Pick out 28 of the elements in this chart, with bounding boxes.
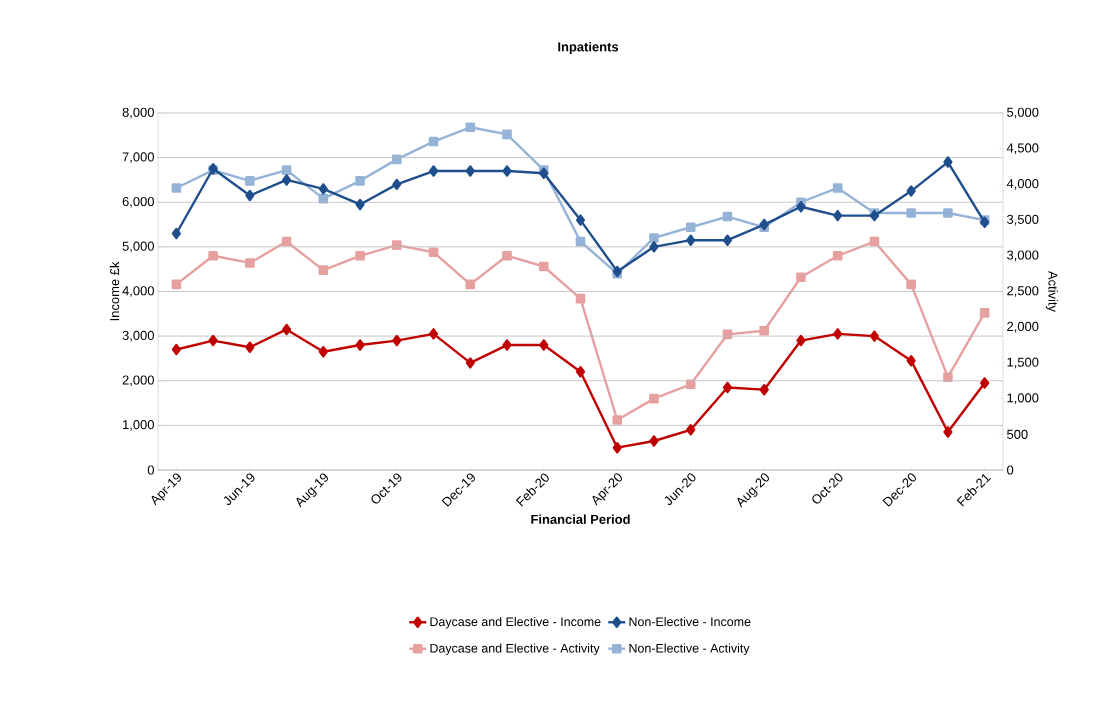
legend-label: Daycase and Elective - Income: [430, 616, 601, 629]
y-tick-label: 3,000: [122, 330, 154, 342]
y2-tick-label: 4,000: [1006, 179, 1039, 190]
y2-tick-label: 5,000: [1007, 107, 1039, 119]
y-tick-label: 4,000: [122, 286, 154, 297]
y2-tick-label: 500: [1007, 429, 1028, 439]
y2-tick-label: 2,500: [1007, 286, 1039, 297]
y-tick-label: 0: [147, 465, 154, 475]
y-tick-label: 7,000: [122, 152, 154, 163]
y-axis-title: Income £k: [109, 261, 120, 321]
y-tick-label: 6,000: [122, 196, 154, 208]
y-tick-label: 8,000: [122, 107, 154, 119]
x-axis-title: Financial Period: [531, 514, 630, 524]
chart-title: Inpatients: [558, 41, 619, 55]
y2-tick-label: 2,000: [1007, 321, 1039, 333]
y2-axis-title: Activity: [1045, 271, 1058, 312]
legend-label: Non-Elective - Activity: [629, 643, 750, 656]
y-tick-label: 2,000: [122, 375, 154, 387]
y-tick-label: 5,000: [122, 241, 154, 253]
y2-tick-label: 1,500: [1007, 357, 1039, 369]
y-tick-label: 1,000: [123, 420, 154, 431]
y2-tick-label: 4,500: [1006, 143, 1039, 155]
legend-label: Daycase and Elective - Activity: [430, 643, 600, 656]
y2-tick-label: 3,000: [1007, 250, 1039, 262]
y2-tick-label: 0: [1007, 465, 1014, 475]
legend-label: Non-Elective - Income: [629, 616, 751, 627]
y2-tick-label: 3,500: [1007, 214, 1039, 226]
y2-tick-label: 1,000: [1007, 393, 1039, 404]
